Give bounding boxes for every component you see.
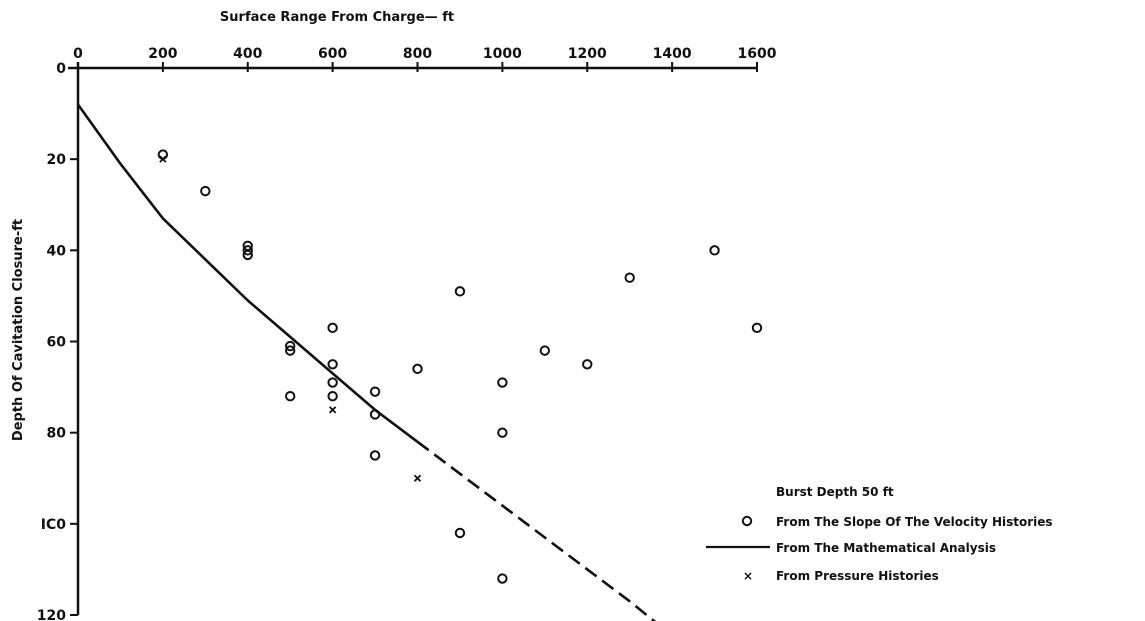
velocity-point <box>497 573 508 584</box>
velocity-point <box>624 272 635 283</box>
x-tick-label: 1200 <box>568 46 607 62</box>
legend: Burst Depth 50 ft From The Slope Of The … <box>706 485 1053 583</box>
x-axis-title: Surface Range From Charge— ft <box>220 10 454 25</box>
legend-title: Burst Depth 50 ft <box>776 485 894 499</box>
y-axis-title: Depth Of Cavitation Closure-ft <box>11 219 26 441</box>
velocity-point <box>539 345 551 356</box>
x-tick-label: 1000 <box>483 46 522 62</box>
legend-circle-marker <box>741 515 753 527</box>
velocity-point <box>369 386 381 397</box>
legend-label-pressure: From Pressure Histories <box>776 569 939 583</box>
x-tick-label: 600 <box>318 46 347 62</box>
velocity-point <box>200 185 211 197</box>
velocity-point <box>284 391 296 402</box>
legend-x-marker: × <box>743 569 753 583</box>
y-tick-label: 60 <box>47 335 67 351</box>
analysis-curve <box>76 103 657 621</box>
velocity-point <box>284 340 296 352</box>
velocity-point <box>327 322 338 334</box>
velocity-point <box>709 245 720 256</box>
velocity-point <box>751 322 763 334</box>
velocity-point <box>327 359 338 370</box>
velocity-point <box>327 391 338 402</box>
y-axis-ticks: 0 20 40 60 80 IC0 120 <box>37 61 78 621</box>
velocity-point <box>454 286 466 297</box>
x-tick-label: 1400 <box>653 46 692 62</box>
pressure-point <box>413 474 422 482</box>
x-tick-label: 1600 <box>738 46 777 62</box>
y-tick-label: 20 <box>47 152 67 168</box>
velocity-point <box>369 409 381 420</box>
axes <box>68 62 757 615</box>
velocity-point <box>242 249 253 261</box>
pressure-history-points <box>159 155 422 482</box>
x-tick-label: 400 <box>233 46 262 62</box>
velocity-point <box>242 245 253 256</box>
analysis-line-dashed <box>416 440 657 621</box>
velocity-point <box>582 359 593 370</box>
pressure-point <box>159 155 167 163</box>
velocity-point <box>284 345 296 356</box>
legend-label-analysis: From The Mathematical Analysis <box>776 541 996 555</box>
y-tick-label: 40 <box>47 243 67 259</box>
x-tick-label: 0 <box>73 46 83 62</box>
velocity-point <box>412 363 423 375</box>
y-tick-label: IC0 <box>41 517 66 533</box>
x-axis-ticks: 0 200 400 600 800 1000 1200 1400 1600 <box>73 46 777 72</box>
y-tick-label: 80 <box>47 426 67 442</box>
legend-label-velocity: From The Slope Of The Velocity Histories <box>776 515 1053 529</box>
pressure-point <box>328 406 337 414</box>
velocity-point <box>369 450 381 461</box>
x-tick-label: 200 <box>148 46 177 62</box>
y-tick-label: 120 <box>37 608 66 621</box>
velocity-slope-points <box>157 149 763 584</box>
velocity-point <box>497 377 508 388</box>
velocity-point <box>327 377 338 388</box>
x-tick-label: 800 <box>403 46 432 62</box>
velocity-point <box>497 427 508 438</box>
velocity-point <box>157 149 169 160</box>
y-tick-label: 0 <box>56 61 66 77</box>
analysis-line-solid <box>76 103 419 443</box>
velocity-point <box>454 527 466 539</box>
